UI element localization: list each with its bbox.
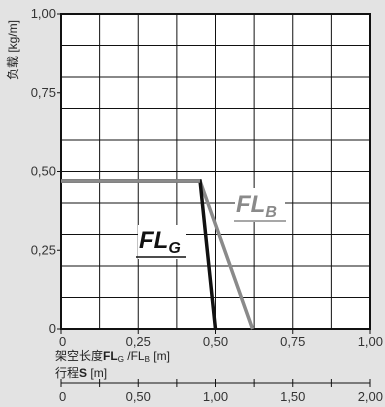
y-tick-label: 0,75 — [31, 85, 56, 100]
y-tick-label: 0,50 — [31, 164, 56, 179]
y-tick-label: 1,00 — [31, 6, 56, 21]
stroke-axis-label: 行程S [m] — [55, 365, 107, 380]
x-axis-label: 架空长度FLG /FLB [m] — [55, 348, 170, 364]
x-tick-label: 0,75 — [280, 334, 305, 349]
y-tick-label: 0 — [49, 321, 56, 336]
y-axis-label: 负载 [kg/m] — [6, 20, 20, 80]
label-bg-flg — [138, 225, 186, 259]
stroke-tick-label: 2,00 — [358, 389, 383, 404]
stroke-tick-label: 0 — [59, 389, 66, 404]
label-bg-flb — [235, 188, 285, 222]
curve-label-flb: FLB — [236, 191, 277, 221]
stroke-tick-label: 1,00 — [203, 389, 228, 404]
y-tick-label: 0,25 — [31, 242, 56, 257]
x-tick-label: 0,50 — [203, 334, 228, 349]
curve-label-flg: FLG — [139, 227, 181, 257]
x-tick-label: 0 — [59, 334, 66, 349]
x-tick-label: 0,25 — [126, 334, 151, 349]
stroke-tick-label: 1,50 — [280, 389, 305, 404]
stroke-tick-label: 0,50 — [126, 389, 151, 404]
x-tick-label: 1,00 — [358, 334, 383, 349]
